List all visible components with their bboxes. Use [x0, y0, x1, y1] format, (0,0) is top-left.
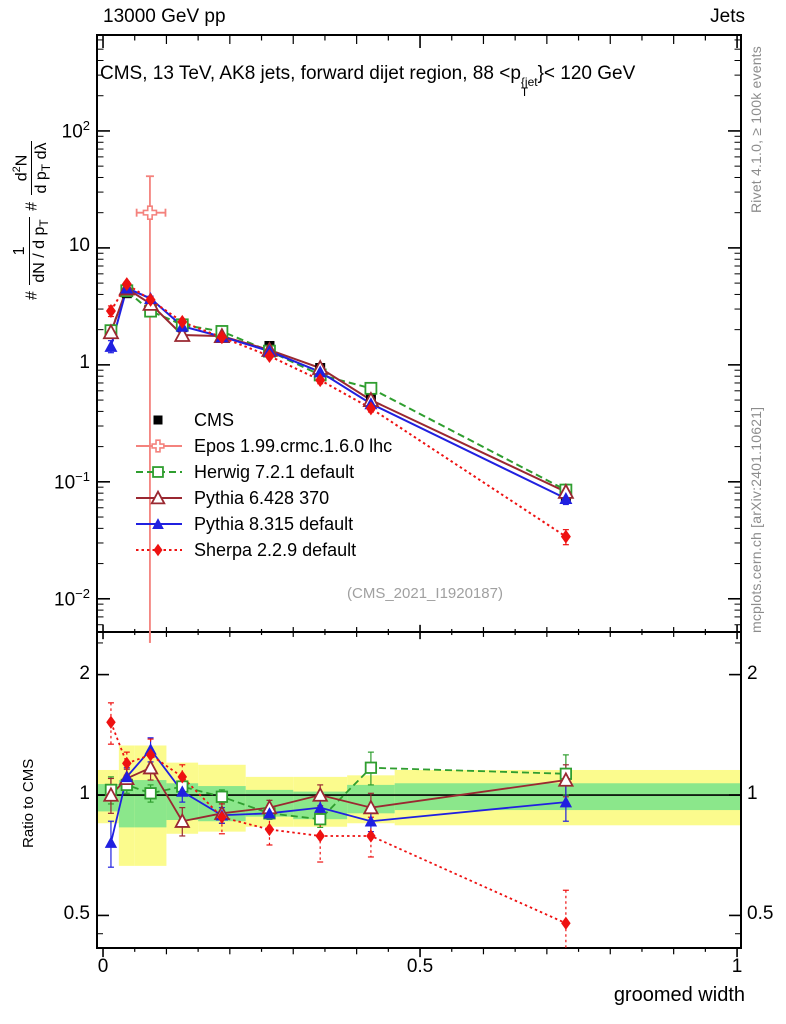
plot-title: CMS, 13 TeV, AK8 jets, forward dijet reg…: [100, 63, 636, 99]
legend-item-sherpa: Sherpa 2.2.9 default: [134, 537, 392, 563]
rivet-version-note: Rivet 4.1.0, ≥ 100k events: [748, 46, 764, 213]
legend: CMS Epos 1.99.crmc.1.6.0 lhc Herwig 7.2.…: [134, 407, 392, 563]
series-markers-sherpa: [105, 277, 571, 544]
series-epos: [135, 175, 167, 632]
main-series: [102, 175, 575, 632]
x-tick-label: 1: [731, 956, 743, 977]
plot-title-sub: T: [520, 85, 529, 99]
legend-marker: [151, 439, 165, 453]
ratio-y-tick-label-left: 2: [79, 662, 90, 684]
ratio-line-sherpa: [110, 721, 567, 925]
x-tick-label: 0.5: [406, 956, 434, 977]
legend-label-cms: CMS: [194, 409, 234, 430]
legend-marker: [150, 489, 166, 505]
header-beam-energy: 13000 GeV pp: [103, 6, 226, 27]
legend-item-epos: Epos 1.99.crmc.1.6.0 lhc: [134, 433, 392, 459]
ratio-y-tick-label-left: 1: [79, 783, 90, 805]
ratio-markers-sherpa: [106, 715, 571, 930]
legend-marker: [152, 518, 164, 529]
legend-sample-pythia6: [136, 489, 182, 505]
y-label-fraction-2: d2N d pT dλ: [8, 140, 57, 196]
legend-marker: [153, 415, 163, 425]
legend-item-pythia6: Pythia 6.428 370: [134, 485, 392, 511]
ratio-y-axis-label: Ratio to CMS: [20, 758, 37, 848]
ratio-uncertainty-bands: [97, 745, 741, 866]
plot-title-supsub: {jet T: [520, 75, 538, 99]
legend-marker: [153, 543, 163, 557]
ratio-y-tick-label-right: 2: [747, 662, 758, 684]
legend-item-herwig: Herwig 7.2.1 default: [134, 459, 392, 485]
series-line-sherpa: [110, 282, 567, 538]
main-y-tick-label: 10−1: [54, 468, 90, 494]
header-analysis-group: Jets: [710, 6, 745, 27]
x-tick-label: 0: [97, 956, 109, 977]
ratio-y-tick-label-right: 1: [747, 783, 758, 805]
ratio-y-tick-label-left: 0.5: [63, 903, 90, 925]
legend-sample-herwig: [136, 466, 182, 478]
x-axis-label: groomed width: [613, 984, 745, 1006]
y-label-hash-2: #: [23, 201, 41, 211]
legend-sample-sherpa: [136, 543, 182, 557]
main-y-tick-label: 102: [61, 117, 90, 143]
legend-label-epos: Epos 1.99.crmc.1.6.0 lhc: [194, 435, 393, 456]
axes: [96, 34, 742, 958]
legend-sample-pythia8: [136, 518, 182, 529]
legend-label-sherpa: Sherpa 2.2.9 default: [194, 539, 357, 560]
ratio-y-tick-label-right: 0.5: [747, 903, 774, 925]
legend-sample-epos: [136, 439, 182, 453]
y-label-hash-1: #: [23, 291, 41, 300]
mcplots-arxiv-note: mcplots.cern.ch [arXiv:2401.10621]: [748, 406, 764, 633]
main-y-tick-label: 1: [79, 351, 90, 373]
plot-title-text: CMS, 13 TeV, AK8 jets, forward dijet reg…: [100, 63, 521, 84]
legend-label-pythia6: Pythia 6.428 370: [194, 487, 330, 508]
main-y-tick-label: 10−2: [54, 585, 90, 611]
ratio-series: [102, 632, 575, 948]
legend-sample-cms: [153, 415, 163, 425]
legend-item-pythia8: Pythia 8.315 default: [134, 511, 392, 537]
legend-label-herwig: Herwig 7.2.1 default: [194, 461, 355, 482]
plot-title-suffix: }< 120 GeV: [537, 63, 636, 84]
analysis-id-watermark: (CMS_2021_I1920187): [347, 585, 503, 602]
main-y-axis-label: # 1 dN / d pT # d2N d pT dλ: [8, 139, 57, 300]
main-y-tick-label: 10: [68, 234, 90, 256]
legend-marker: [152, 466, 164, 478]
plot-title-sup: {jet: [520, 75, 538, 89]
legend-item-cms: CMS: [134, 407, 392, 433]
legend-label-pythia8: Pythia 8.315 default: [194, 513, 354, 534]
